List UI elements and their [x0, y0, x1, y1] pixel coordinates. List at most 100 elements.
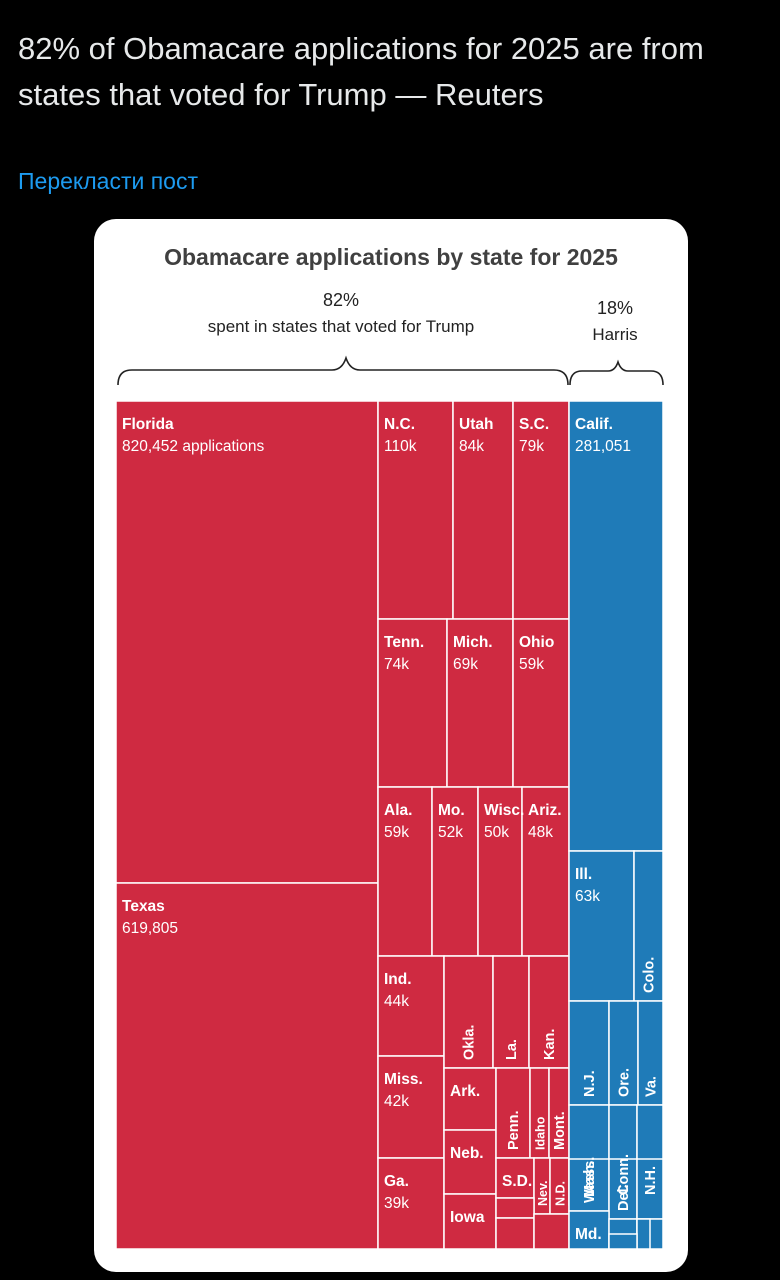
state-cell-kan: [528, 955, 570, 1069]
state-name-mass: Mass.: [582, 1157, 598, 1197]
state-cell-texas: [115, 882, 379, 1250]
state-name-wash: Wash.: [582, 1161, 598, 1203]
trump-percent: 82%: [323, 290, 359, 310]
state-value-mo: 52k: [438, 824, 463, 841]
harris-percent: 18%: [597, 298, 633, 318]
state-name-ark: Ark.: [450, 1083, 480, 1100]
state-cell-okla: [443, 955, 494, 1069]
state-cell-unlabeled-27: [495, 1197, 535, 1219]
state-name-n-d: N.D.: [554, 1181, 568, 1206]
state-cell-md: [568, 1210, 610, 1250]
state-cell-utah: [452, 400, 514, 620]
state-cell-wash: [568, 1158, 610, 1212]
state-cell-n-c: [377, 400, 454, 620]
state-name-la: La.: [504, 1039, 520, 1060]
state-name-kan: Kan.: [542, 1029, 558, 1060]
state-name-va: Va.: [644, 1076, 660, 1097]
state-cell-iowa: [443, 1193, 497, 1250]
state-cell-neb: [443, 1129, 497, 1195]
state-cell-va: [637, 1000, 664, 1106]
state-name-mich: Mich.: [453, 634, 493, 651]
state-cell-ore: [608, 1000, 639, 1106]
state-value-ariz: 48k: [528, 824, 553, 841]
state-name-neb: Neb.: [450, 1145, 484, 1162]
state-value-s-c: 79k: [519, 438, 544, 455]
harris-group-label: Harris: [592, 325, 637, 344]
treemap-chart: Obamacare applications by state for 2025…: [115, 244, 664, 1250]
state-name-mont: Mont.: [552, 1111, 568, 1150]
state-value-ind: 44k: [384, 993, 409, 1010]
state-name-penn: Penn.: [506, 1111, 522, 1150]
state-name-nev: Nev.: [536, 1181, 550, 1206]
state-value-utah: 84k: [459, 438, 484, 455]
state-value-calif: 281,051: [575, 438, 631, 455]
state-name-idaho: Idaho: [534, 1116, 548, 1150]
state-name-utah: Utah: [459, 416, 493, 433]
state-name-ohio: Ohio: [519, 634, 554, 651]
state-cell-ariz: [521, 786, 570, 957]
state-cell-calif: [568, 400, 664, 852]
state-name-ala: Ala.: [384, 802, 412, 819]
state-cell-unlabeled-46: [608, 1233, 638, 1250]
treemap-cells: [115, 400, 664, 1250]
state-cell-la: [492, 955, 530, 1069]
harris-bracket: [569, 359, 664, 386]
state-cell-unlabeled-28: [495, 1217, 535, 1250]
state-value-n-c: 110k: [384, 438, 417, 455]
state-name-wisc: Wisc.: [484, 802, 524, 819]
state-value-miss: 42k: [384, 1093, 409, 1110]
state-name-ariz: Ariz.: [528, 802, 562, 819]
state-name-okla: Okla.: [462, 1025, 478, 1060]
state-name-ga: Ga.: [384, 1173, 409, 1190]
state-name-ill: Ill.: [575, 866, 592, 883]
trump-bracket: [117, 355, 569, 386]
state-name-ore: Ore.: [617, 1068, 633, 1097]
state-value-ohio: 59k: [519, 656, 544, 673]
state-name-miss: Miss.: [384, 1071, 423, 1088]
state-cell-unlabeled-45: [636, 1218, 651, 1250]
chart-card: Obamacare applications by state for 2025…: [94, 219, 688, 1272]
post-text: 82% of Obamacare applications for 2025 a…: [18, 31, 704, 112]
treemap-labels: Florida 820,452 applications Texas 619,805 N…: [122, 416, 660, 1243]
state-value-texas: 619,805: [122, 920, 178, 937]
state-cell-ark: [443, 1067, 497, 1131]
state-name-calif: Calif.: [575, 416, 613, 433]
state-cell-mo: [431, 786, 479, 957]
state-name-florida: Florida: [122, 416, 174, 433]
state-cell-ill: [568, 850, 635, 1002]
state-value-tenn: 74k: [384, 656, 409, 673]
state-value-ga: 39k: [384, 1195, 409, 1212]
state-name-texas: Texas: [122, 898, 165, 915]
state-name-iowa: Iowa: [450, 1209, 485, 1226]
state-name-md: Md.: [575, 1226, 602, 1243]
state-value-florida: 820,452 applications: [122, 438, 264, 455]
state-name-tenn: Tenn.: [384, 634, 424, 651]
state-name-n-j: N.J.: [582, 1070, 598, 1097]
state-name-n-c: N.C.: [384, 416, 415, 433]
trump-group-label: spent in states that voted for Trump: [208, 317, 474, 336]
state-cell-colo: [633, 850, 664, 1002]
state-cell-miss: [377, 1055, 445, 1159]
state-value-ill: 63k: [575, 888, 600, 905]
state-cell-penn: [495, 1067, 531, 1159]
state-name-mo: Mo.: [438, 802, 465, 819]
state-cell-s-c: [512, 400, 570, 620]
state-name-n-h: N.H.: [643, 1166, 659, 1195]
state-cell-s-d: [495, 1157, 535, 1199]
state-name-s-c: S.C.: [519, 416, 549, 433]
state-cell-unlabeled-42: [636, 1158, 664, 1220]
state-cell-tenn: [377, 618, 448, 788]
state-value-ala: 59k: [384, 824, 409, 841]
state-cell-ohio: [512, 618, 570, 788]
state-name-del: Del.: [616, 1184, 632, 1211]
state-name-ind: Ind.: [384, 971, 412, 988]
chart-title: Obamacare applications by state for 2025: [164, 244, 618, 270]
state-cell-unlabeled-29: [533, 1213, 570, 1250]
state-name-conn: Conn.: [616, 1154, 632, 1195]
translate-post-link[interactable]: Перекласти пост: [18, 168, 198, 194]
state-name-colo: Colo.: [642, 957, 658, 993]
state-value-wisc: 50k: [484, 824, 509, 841]
state-name-s-d: S.D.: [502, 1173, 532, 1190]
state-value-mich: 69k: [453, 656, 478, 673]
state-cell-florida: [115, 400, 379, 884]
